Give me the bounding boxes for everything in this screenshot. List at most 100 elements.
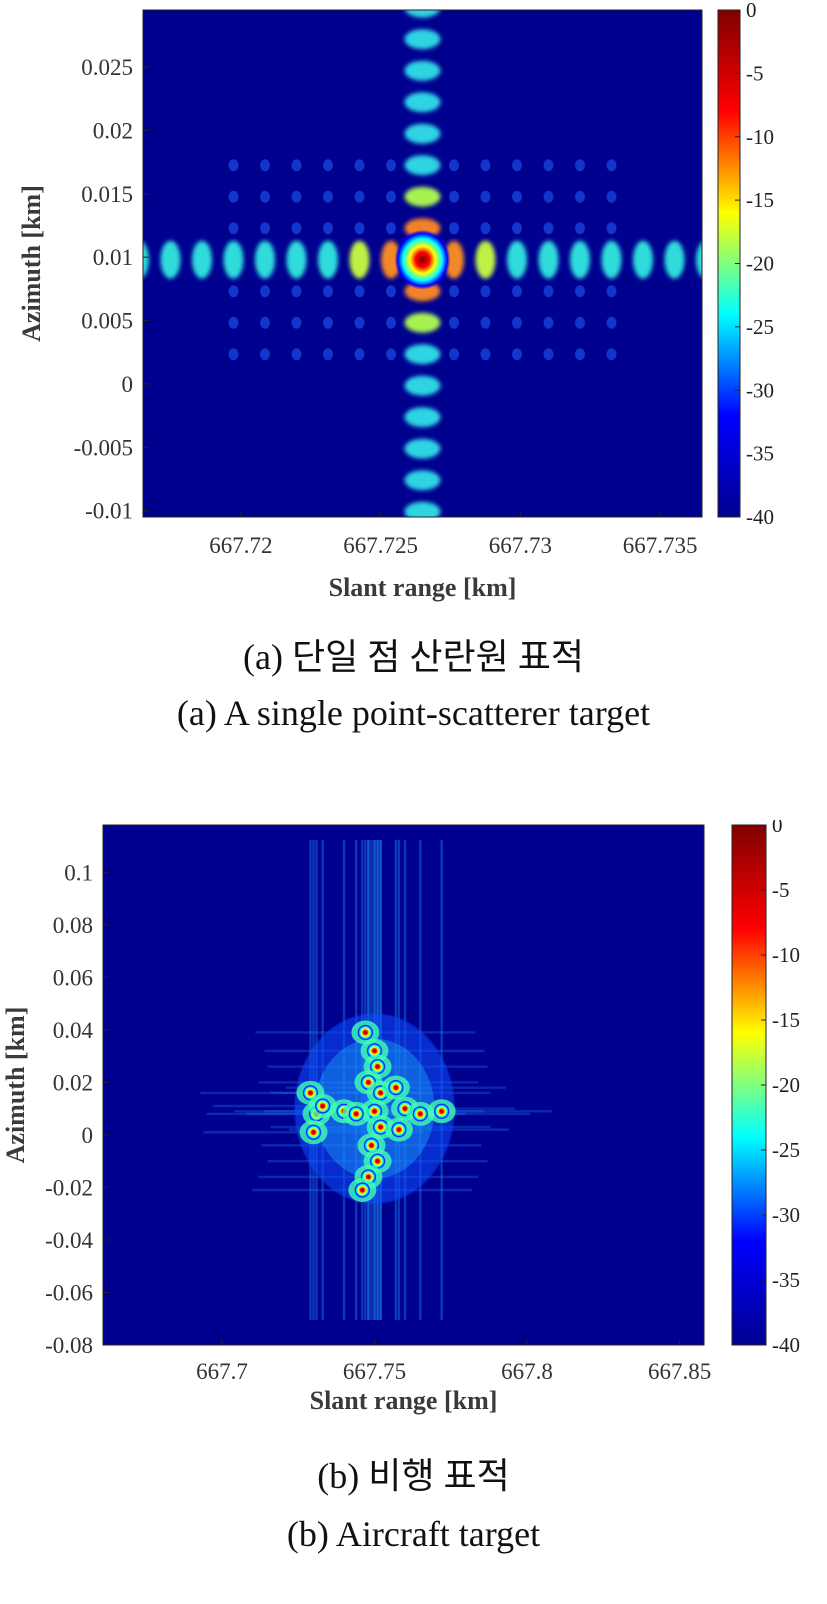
cross-sidelobe <box>260 348 270 361</box>
cross-sidelobe <box>354 316 365 329</box>
x-tick-label: 667.725 <box>343 533 418 558</box>
x-tick-label: 667.8 <box>501 1359 553 1384</box>
cross-sidelobe <box>512 285 522 298</box>
azimuth-sidelobe <box>404 470 441 491</box>
colorbar-tick-label: -15 <box>772 1008 800 1032</box>
range-sidelobe <box>601 240 622 279</box>
colorbar-tick-label: -40 <box>746 505 774 529</box>
caption-a-ko: (a) 단일 점 산란원 표적 <box>243 637 584 677</box>
cross-sidelobe <box>575 159 585 172</box>
cross-sidelobe <box>512 316 522 329</box>
chart-b: -0.08 -0.06 -0.04 -0.02 0 0.02 0.04 0.06 0.08 0.1… <box>1 820 800 1415</box>
azimuth-sidelobe <box>404 10 441 18</box>
cross-sidelobe <box>543 222 554 235</box>
cross-sidelobe <box>386 285 396 298</box>
y-tick-label: 0.01 <box>93 245 133 270</box>
cross-sidelobe <box>480 316 491 329</box>
cross-sidelobe <box>323 285 333 298</box>
scatterer-peak <box>354 1182 371 1199</box>
plot-frame <box>102 824 705 1346</box>
cross-sidelobe <box>543 316 554 329</box>
cross-sidelobe <box>354 190 365 203</box>
cross-sidelobe <box>575 316 585 329</box>
cross-sidelobe <box>386 222 396 235</box>
cross-sidelobe <box>543 285 554 298</box>
x-tick-label: 667.72 <box>209 533 272 558</box>
cross-sidelobe <box>323 348 333 361</box>
cross-sidelobe <box>575 348 585 361</box>
colorbar <box>731 824 767 1346</box>
cross-sidelobe <box>291 316 302 329</box>
scatterer-peak <box>348 1105 365 1122</box>
colorbar-tick-label: -40 <box>772 1333 800 1357</box>
y-axis-label: Azimuth [km] <box>17 185 46 342</box>
cross-sidelobe <box>480 348 491 361</box>
cross-sidelobe <box>354 159 365 172</box>
chart-a: -0.01 -0.005 0 0.005 0.01 0.015 0.02 0.025 667.7… <box>17 0 774 602</box>
y-tick-label: -0.02 <box>45 1175 93 1200</box>
cross-sidelobe <box>480 222 491 235</box>
cross-sidelobe <box>606 222 617 235</box>
range-sidelobe <box>160 240 181 279</box>
colorbar-tick-label: 0 <box>772 820 783 837</box>
cross-sidelobe <box>291 285 302 298</box>
azimuth-sidelobe <box>404 92 441 113</box>
y-tick-label: -0.04 <box>45 1228 93 1253</box>
cross-sidelobe <box>512 159 522 172</box>
x-tick-label: 667.735 <box>623 533 698 558</box>
colorbar-tick-label: -10 <box>772 943 800 967</box>
range-sidelobe <box>507 240 527 279</box>
cross-sidelobe <box>512 348 522 361</box>
colorbar-tick-label: -20 <box>746 252 774 276</box>
y-axis-label: Azimuth [km] <box>1 1007 30 1164</box>
scatterer-peak <box>314 1098 331 1115</box>
x-axis-label: Slant range [km] <box>329 573 517 602</box>
y-tick-label: 0.06 <box>53 965 93 990</box>
cross-sidelobe <box>386 190 396 203</box>
azimuth-sidelobe <box>404 438 441 459</box>
y-tick-label: 0.02 <box>53 1070 93 1095</box>
azimuth-sidelobe <box>404 123 441 144</box>
colorbar-tick-label: -30 <box>772 1203 800 1227</box>
cross-sidelobe <box>386 348 396 361</box>
range-sidelobe <box>570 240 590 279</box>
colorbar-tick-label: -20 <box>772 1073 800 1097</box>
cross-sidelobe <box>354 285 365 298</box>
range-sidelobe <box>192 240 212 279</box>
y-tick-label: 0.08 <box>53 913 93 938</box>
cross-sidelobe <box>449 348 459 361</box>
cross-sidelobe <box>260 316 270 329</box>
cross-sidelobe <box>575 222 585 235</box>
cross-sidelobe <box>323 190 333 203</box>
scatterer-peak <box>394 229 451 290</box>
cross-sidelobe <box>480 285 491 298</box>
cross-sidelobe <box>354 222 365 235</box>
range-sidelobe <box>664 240 685 279</box>
range-sidelobe <box>143 242 149 278</box>
colorbar-tick-label: -35 <box>746 442 774 466</box>
cross-sidelobe <box>323 316 333 329</box>
range-sidelobe <box>475 240 496 279</box>
cross-sidelobe <box>323 159 333 172</box>
cross-sidelobe <box>449 285 459 298</box>
scatterer-peak <box>305 1124 322 1141</box>
cross-sidelobe <box>354 348 365 361</box>
cross-sidelobe <box>543 348 554 361</box>
azimuth-sidelobe <box>404 407 441 428</box>
azimuth-sidelobe <box>404 375 441 396</box>
range-sidelobe <box>633 240 653 279</box>
colorbar-tick-label: -35 <box>772 1268 800 1292</box>
y-tick-label: -0.06 <box>45 1280 93 1305</box>
panel-b: -0.08 -0.06 -0.04 -0.02 0 0.02 0.04 0.06 0.08 0.1… <box>0 820 827 1604</box>
cross-sidelobe <box>606 285 617 298</box>
colorbar-tick-label: -25 <box>746 315 774 339</box>
cross-sidelobe <box>228 348 239 361</box>
scatterer-peak <box>390 1121 407 1138</box>
cross-sidelobe <box>606 190 617 203</box>
cross-sidelobe <box>575 285 585 298</box>
azimuth-sidelobe <box>404 29 441 50</box>
scatterer-peak <box>369 1058 386 1075</box>
cross-sidelobe <box>449 159 459 172</box>
x-tick-label: 667.75 <box>343 1359 406 1384</box>
cross-sidelobe <box>291 159 302 172</box>
